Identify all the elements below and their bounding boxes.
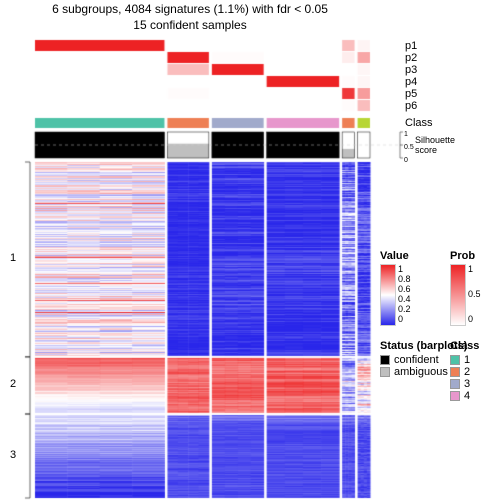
legend-label: 4 — [464, 390, 470, 402]
prob-row-labels: p1p2p3p4p5p6 — [405, 40, 417, 112]
prob-row-label: p4 — [405, 76, 417, 88]
silhouette-tick: 0 — [404, 154, 414, 167]
heatmap-canvas — [0, 0, 504, 504]
legend-value: Value 10.80.60.40.20 — [380, 250, 411, 326]
row-group-label: 1 — [10, 252, 16, 264]
prob-row-label: p6 — [405, 100, 417, 112]
legend-prob-tick: 0 — [468, 314, 481, 324]
legend-swatch — [380, 355, 390, 365]
legend-item: 2 — [450, 366, 479, 378]
legend-value-tick: 0.2 — [398, 304, 411, 314]
legend-value-title: Value — [380, 250, 411, 262]
figure: { "title_line1": "6 subgroups, 4084 sign… — [0, 0, 504, 504]
legend-prob-ticks: 10.50 — [468, 264, 481, 324]
legend-item: 4 — [450, 390, 479, 402]
prob-row-label: p3 — [405, 64, 417, 76]
legend-label: ambiguous — [394, 366, 448, 378]
legend-swatch — [380, 367, 390, 377]
legend-swatch — [450, 355, 460, 365]
legend-prob-title: Prob — [450, 250, 481, 262]
legend-value-gradient — [380, 264, 396, 326]
silhouette-tick: 1 — [404, 128, 414, 141]
silhouette-tick: 0.5 — [404, 141, 414, 154]
prob-row-label: p5 — [405, 88, 417, 100]
legend-class: Class 1234 — [450, 340, 479, 402]
legend-swatch — [450, 367, 460, 377]
silhouette-row-label: Silhouette score — [415, 135, 455, 155]
legend-prob-tick: 1 — [468, 264, 481, 274]
legend-label: confident — [394, 354, 439, 366]
row-group-label: 2 — [10, 378, 16, 390]
legend-value-tick: 0 — [398, 314, 411, 324]
legend-label: 2 — [464, 366, 470, 378]
legend-value-tick: 0.8 — [398, 274, 411, 284]
legend-value-tick: 0.6 — [398, 284, 411, 294]
legend-value-tick: 0.4 — [398, 294, 411, 304]
legend-class-title: Class — [450, 340, 479, 352]
legend-swatch — [450, 379, 460, 389]
legend-value-ticks: 10.80.60.40.20 — [398, 264, 411, 324]
prob-row-label: p2 — [405, 52, 417, 64]
prob-row-label: p1 — [405, 40, 417, 52]
legend-prob: Prob 10.50 — [450, 250, 481, 326]
legend-item: 1 — [450, 354, 479, 366]
legend-label: 1 — [464, 354, 470, 366]
legend-label: 3 — [464, 378, 470, 390]
legend-value-tick: 1 — [398, 264, 411, 274]
legend-swatch — [450, 391, 460, 401]
row-group-label: 3 — [10, 449, 16, 461]
legend-prob-gradient — [450, 264, 466, 326]
legend-item: 3 — [450, 378, 479, 390]
silhouette-ticks: 10.50 — [404, 128, 414, 167]
legend-prob-tick: 0.5 — [468, 289, 481, 299]
